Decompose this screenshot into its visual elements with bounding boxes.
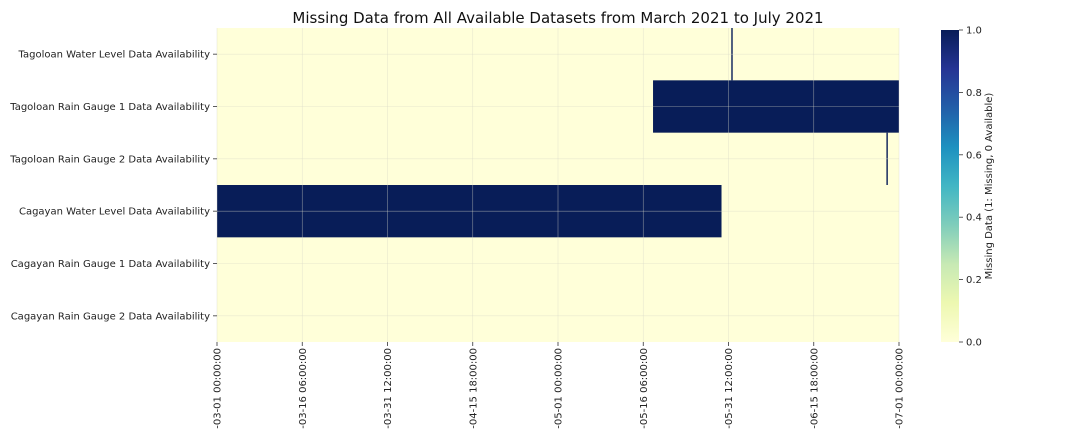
y-tick-label: Cagayan Rain Gauge 1 Data Availability bbox=[11, 259, 210, 270]
y-tick-label: Tagoloan Rain Gauge 1 Data Availability bbox=[9, 102, 210, 113]
colorbar-tick-label: 0.2 bbox=[966, 275, 982, 286]
y-tick-label: Cagayan Water Level Data Availability bbox=[19, 207, 210, 218]
x-tick-label: -03-01 00:00:00 bbox=[213, 348, 224, 429]
y-tick-label: Cagayan Rain Gauge 2 Data Availability bbox=[11, 311, 210, 322]
colorbar-gradient bbox=[941, 30, 959, 342]
x-tick-label: -04-15 18:00:00 bbox=[468, 348, 479, 429]
colorbar-tick-label: 0.4 bbox=[966, 213, 982, 224]
x-tick-label: -03-31 12:00:00 bbox=[383, 348, 394, 429]
y-axis-labels: Tagoloan Water Level Data Availability Ta… bbox=[9, 50, 217, 322]
x-tick-label: -06-15 18:00:00 bbox=[809, 348, 820, 429]
x-tick-label: -05-01 00:00:00 bbox=[554, 348, 565, 429]
x-tick-label: -05-16 06:00:00 bbox=[639, 348, 650, 429]
colorbar-tick-label: 0.8 bbox=[966, 88, 982, 99]
x-tick-label: -05-31 12:00:00 bbox=[724, 348, 735, 429]
plot-area bbox=[216, 28, 900, 342]
colorbar-tick-label: 0.6 bbox=[966, 150, 982, 161]
colorbar-tick-label: 1.0 bbox=[966, 26, 982, 37]
chart-title: Missing Data from All Available Datasets… bbox=[292, 9, 823, 27]
colorbar: 0.0 0.2 0.4 0.6 0.8 1.0 Missing Data (1: Miss… bbox=[941, 26, 995, 349]
x-axis-labels: -03-01 00:00:00 -03-16 06:00:00 -03-31 12:… bbox=[213, 342, 906, 429]
y-tick-label: Tagoloan Rain Gauge 2 Data Availability bbox=[9, 154, 210, 165]
x-tick-label: -03-16 06:00:00 bbox=[298, 348, 309, 429]
colorbar-label: Missing Data (1: Missing, 0 Available) bbox=[984, 93, 995, 280]
x-tick-label: -07-01 00:00:00 bbox=[895, 348, 906, 429]
colorbar-ticks: 0.0 0.2 0.4 0.6 0.8 1.0 bbox=[959, 26, 982, 349]
y-tick-label: Tagoloan Water Level Data Availability bbox=[18, 50, 211, 61]
colorbar-tick-label: 0.0 bbox=[966, 338, 982, 349]
